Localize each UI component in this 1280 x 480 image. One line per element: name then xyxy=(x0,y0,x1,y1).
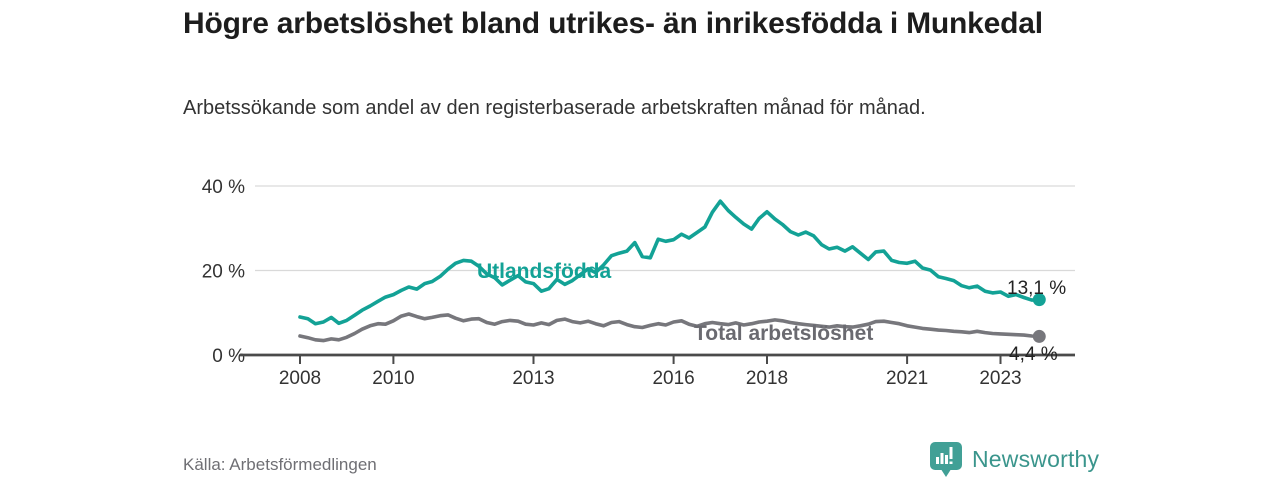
y-tick-label: 0 % xyxy=(212,346,245,367)
x-tick-label: 2010 xyxy=(372,368,414,389)
x-tick-label: 2016 xyxy=(652,368,694,389)
x-tick-label: 2021 xyxy=(886,368,928,389)
page-title: Högre arbetslöshet bland utrikes- än inr… xyxy=(183,7,1043,40)
series-end-dot-utlandsfodda xyxy=(1032,293,1046,307)
series-line-utlandsfodda xyxy=(298,199,1042,326)
series-end-value-utlandsfodda: 13,1 % xyxy=(1007,278,1066,299)
newsworthy-logo-text: Newsworthy xyxy=(972,446,1100,472)
x-tick-label: 2008 xyxy=(279,368,321,389)
y-tick-label: 20 % xyxy=(202,262,245,283)
y-tick-label: 40 % xyxy=(202,177,245,198)
series-end-dot-total-arbetsloshet xyxy=(1032,329,1046,343)
source-note: Källa: Arbetsförmedlingen xyxy=(183,455,377,474)
x-tick-label: 2013 xyxy=(512,368,554,389)
series-label-utlandsfodda: Utlandsfödda xyxy=(477,260,611,283)
series-end-value-total-arbetsloshet: 4,4 % xyxy=(1009,344,1058,365)
series-line-total-arbetsloshet xyxy=(298,312,1042,343)
newsworthy-logo[interactable]: Newsworthy xyxy=(929,441,1099,478)
newsworthy-logo-icon xyxy=(930,442,962,477)
page-subtitle: Arbetssökande som andel av den registerb… xyxy=(183,97,926,119)
x-tick-label: 2018 xyxy=(746,368,788,389)
x-tick-label: 2023 xyxy=(979,368,1021,389)
series-label-total-arbetsloshet: Total arbetslöshet xyxy=(694,322,873,345)
